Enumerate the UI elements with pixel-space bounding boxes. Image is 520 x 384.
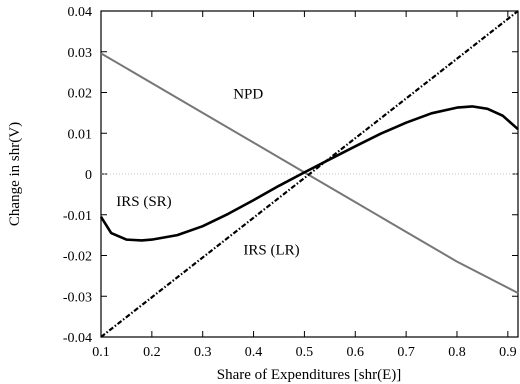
y-axis-label: Change in shr(V) xyxy=(7,122,23,226)
annotation-irs-lr: IRS (LR) xyxy=(243,243,299,259)
x-tick-label: 0.3 xyxy=(194,345,212,360)
tick-labels: 0.1 0.2 0.3 0.4 0.5 0.6 0.7 0.8 0.9 -0.04 -0.03 -0.… xyxy=(63,5,517,360)
x-tick-label: 0.8 xyxy=(448,345,466,360)
y-tick-label: -0.04 xyxy=(63,331,92,346)
y-tick-label: 0 xyxy=(85,168,92,183)
x-tick-label: 0.1 xyxy=(92,345,110,360)
x-tick-label: 0.9 xyxy=(499,345,517,360)
y-tick-label: 0.01 xyxy=(68,127,93,142)
y-tick-label: 0.03 xyxy=(68,46,93,61)
annotations: NPD IRS (SR) IRS (LR) xyxy=(116,87,299,259)
x-tick-label: 0.6 xyxy=(347,345,365,360)
x-tick-label: 0.5 xyxy=(296,345,314,360)
x-tick-label: 0.2 xyxy=(143,345,161,360)
x-tick-label: 0.4 xyxy=(245,345,263,360)
annotation-npd: NPD xyxy=(233,87,263,103)
y-tick-label: 0.04 xyxy=(68,5,93,20)
annotation-irs-sr: IRS (SR) xyxy=(116,194,171,210)
y-tick-label: -0.02 xyxy=(63,250,92,265)
series-group xyxy=(99,10,519,338)
x-axis-label: Share of Expenditures [shr(E)] xyxy=(217,367,402,383)
y-tick-label: -0.03 xyxy=(63,290,92,305)
y-tick-label: 0.02 xyxy=(68,87,93,102)
series-line-irs-sr xyxy=(99,105,519,242)
x-tick-label: 0.7 xyxy=(397,345,415,360)
series-line-irs-lr xyxy=(100,10,519,338)
y-tick-label: -0.01 xyxy=(63,209,92,224)
